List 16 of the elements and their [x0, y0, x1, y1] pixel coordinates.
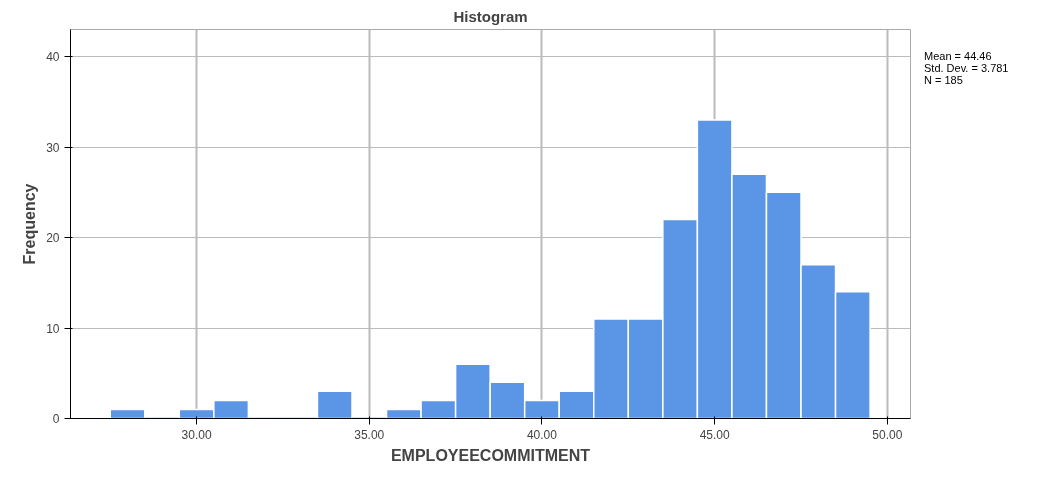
text: N = 185 — [924, 74, 963, 86]
x-tick-label: 50.00 — [872, 427, 903, 442]
x-tick-label: 45.00 — [699, 427, 730, 442]
text: Mean = 44.46 — [924, 50, 992, 62]
x-tick-label: 40.00 — [526, 427, 558, 442]
y-tick-label: 30 — [46, 140, 60, 155]
y-tick-label: 10 — [46, 321, 60, 336]
text: Std. Dev. = 3.781 — [924, 62, 1009, 74]
y-tick-label: 20 — [46, 231, 60, 246]
x-tick-label: 35.00 — [354, 427, 385, 442]
y-axis-title: Frequency — [21, 183, 39, 265]
chart-title: Histogram — [453, 7, 528, 25]
y-tick-label: 40 — [46, 50, 60, 65]
y-tick-label: 0 — [52, 412, 60, 426]
x-axis-title: EMPLOYEECOMMITMENT — [390, 446, 591, 464]
x-tick-label: 30.00 — [181, 427, 212, 442]
